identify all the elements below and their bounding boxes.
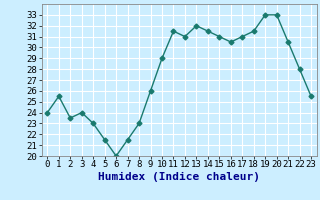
X-axis label: Humidex (Indice chaleur): Humidex (Indice chaleur) bbox=[98, 172, 260, 182]
